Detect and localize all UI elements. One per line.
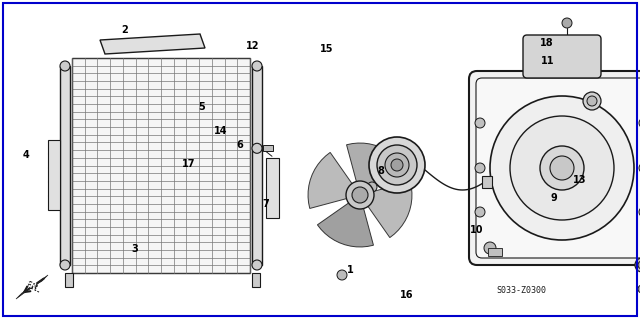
Polygon shape bbox=[317, 202, 374, 247]
Text: 11: 11 bbox=[540, 56, 554, 66]
FancyBboxPatch shape bbox=[469, 71, 640, 265]
Text: S033-Z0300: S033-Z0300 bbox=[497, 286, 547, 295]
Bar bbox=[252, 273, 260, 287]
Circle shape bbox=[510, 116, 614, 220]
FancyBboxPatch shape bbox=[476, 78, 640, 258]
Text: 15: 15 bbox=[319, 44, 333, 55]
Circle shape bbox=[475, 207, 485, 217]
Circle shape bbox=[60, 61, 70, 71]
Circle shape bbox=[639, 163, 640, 173]
Circle shape bbox=[252, 61, 262, 71]
Text: FR.: FR. bbox=[24, 279, 40, 293]
Circle shape bbox=[583, 92, 601, 110]
Bar bbox=[48, 140, 60, 210]
Circle shape bbox=[587, 96, 597, 106]
Circle shape bbox=[639, 207, 640, 217]
Polygon shape bbox=[346, 143, 403, 188]
Bar bbox=[65, 273, 73, 287]
Bar bbox=[482, 176, 492, 188]
Text: 17: 17 bbox=[182, 159, 196, 169]
Text: 18: 18 bbox=[540, 38, 554, 48]
Text: 4: 4 bbox=[22, 150, 29, 160]
Circle shape bbox=[550, 156, 574, 180]
Text: 9: 9 bbox=[550, 193, 557, 203]
Bar bbox=[72, 58, 250, 273]
FancyBboxPatch shape bbox=[523, 35, 601, 78]
Text: 10: 10 bbox=[470, 225, 484, 235]
Circle shape bbox=[346, 181, 374, 209]
Text: 1: 1 bbox=[348, 264, 354, 275]
Text: 6: 6 bbox=[237, 140, 243, 150]
Circle shape bbox=[635, 258, 640, 272]
Bar bbox=[488, 248, 502, 256]
Bar bbox=[252, 66, 262, 265]
Bar bbox=[263, 145, 273, 151]
Circle shape bbox=[252, 143, 262, 153]
Circle shape bbox=[252, 260, 262, 270]
Text: 3: 3 bbox=[131, 244, 138, 254]
Circle shape bbox=[490, 96, 634, 240]
Text: 13: 13 bbox=[572, 175, 586, 185]
Circle shape bbox=[484, 242, 496, 254]
Circle shape bbox=[369, 137, 425, 193]
Circle shape bbox=[475, 118, 485, 128]
Circle shape bbox=[638, 285, 640, 293]
Text: 16: 16 bbox=[399, 290, 413, 300]
Circle shape bbox=[562, 18, 572, 28]
Text: 2: 2 bbox=[122, 25, 128, 35]
Circle shape bbox=[638, 261, 640, 269]
Polygon shape bbox=[16, 275, 48, 299]
Circle shape bbox=[337, 270, 347, 280]
Text: FR.: FR. bbox=[24, 279, 42, 295]
Text: 14: 14 bbox=[214, 126, 228, 136]
Text: 8: 8 bbox=[378, 166, 384, 176]
Circle shape bbox=[639, 118, 640, 128]
Circle shape bbox=[367, 182, 377, 192]
Circle shape bbox=[60, 260, 70, 270]
Text: 12: 12 bbox=[246, 41, 260, 51]
Circle shape bbox=[352, 187, 368, 203]
Bar bbox=[60, 66, 70, 265]
Polygon shape bbox=[367, 182, 412, 238]
Circle shape bbox=[475, 163, 485, 173]
Text: 5: 5 bbox=[198, 102, 205, 112]
Bar bbox=[266, 158, 279, 218]
Text: 7: 7 bbox=[262, 199, 269, 209]
Circle shape bbox=[391, 159, 403, 171]
Circle shape bbox=[377, 145, 417, 185]
Circle shape bbox=[540, 146, 584, 190]
Polygon shape bbox=[308, 152, 353, 208]
Polygon shape bbox=[100, 34, 205, 54]
Circle shape bbox=[385, 153, 409, 177]
